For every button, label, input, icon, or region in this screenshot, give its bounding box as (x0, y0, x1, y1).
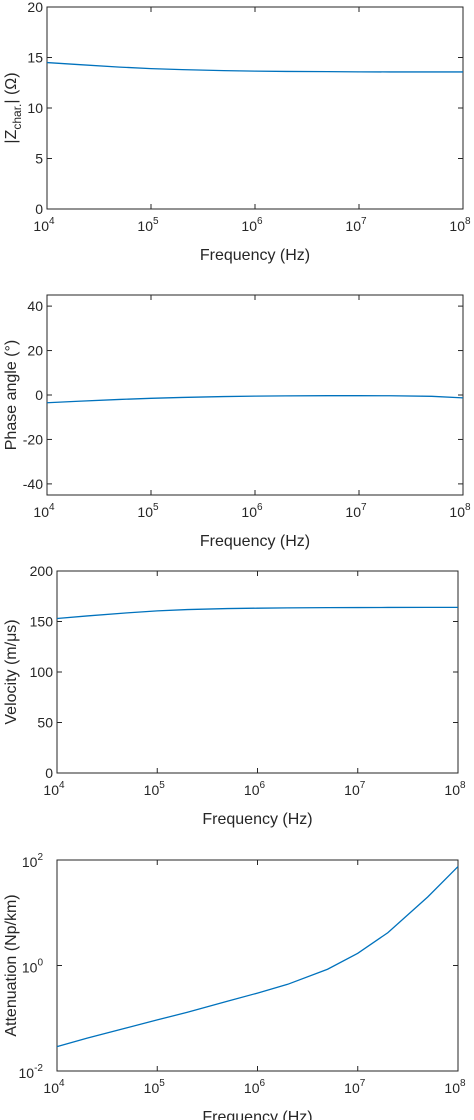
velocity-x-tick-label: 104 (43, 780, 65, 798)
velocity-y-tick-label: 100 (30, 664, 54, 680)
phase-y-tick-label: -40 (23, 476, 43, 492)
velocity-panel: 104 105 106 107 108 0 50 100 150 200 Frequency (H… (3, 563, 466, 828)
velocity-ticks: 104 105 106 107 108 0 50 100 150 200 (30, 563, 466, 798)
phase-x-tick-label: 106 (241, 502, 263, 520)
impedance-y-axis-label: |Zchar.| (Ω) (3, 72, 24, 143)
attenuation-x-tick-label: 105 (144, 1078, 166, 1096)
phase-y-tick-label: 40 (27, 298, 43, 314)
velocity-x-tick-label: 106 (244, 780, 266, 798)
attenuation-x-tick-label: 108 (444, 1078, 466, 1096)
impedance-y-label-tail: | (Ω) (3, 72, 20, 103)
phase-x-tick-label: 104 (33, 502, 55, 520)
velocity-x-axis-label: Frequency (Hz) (202, 811, 312, 828)
impedance-x-tick-label: 108 (449, 216, 471, 234)
impedance-y-tick-label: 15 (27, 50, 43, 66)
velocity-x-tick-label: 105 (144, 780, 166, 798)
velocity-x-tick-label: 107 (344, 780, 366, 798)
velocity-y-axis-label: Velocity (m/μs) (3, 619, 20, 724)
attenuation-y-tick-label: 102 (22, 852, 44, 870)
phase-ticks: 104 105 106 107 108 -40 -20 0 20 40 (23, 295, 471, 520)
attenuation-x-tick-label: 104 (43, 1078, 65, 1096)
phase-y-tick-label: 20 (27, 343, 43, 359)
attenuation-x-tick-label: 106 (244, 1078, 266, 1096)
phase-x-tick-label: 105 (137, 502, 159, 520)
impedance-x-axis-label: Frequency (Hz) (200, 247, 310, 264)
phase-y-axis-label: Phase angle (°) (3, 340, 20, 450)
phase-y-tick-label: -20 (23, 431, 43, 447)
impedance-y-label-main: |Z (3, 129, 20, 143)
phase-panel: 104 105 106 107 108 -40 -20 0 20 40 Frequency (Hz… (3, 294, 471, 550)
phase-x-axis-label: Frequency (Hz) (200, 533, 310, 550)
velocity-y-tick-label: 0 (45, 765, 53, 781)
impedance-plot-area (46, 6, 464, 210)
attenuation-plot-area (56, 859, 459, 1072)
velocity-series-line (56, 606, 458, 620)
attenuation-panel: 104 105 106 107 108 10-2 100 102 Frequency (Hz)… (3, 852, 466, 1120)
impedance-ticks: 104 105 106 107 108 0 5 10 15 20 (27, 0, 471, 234)
velocity-x-tick-label: 108 (444, 780, 466, 798)
velocity-y-tick-label: 150 (30, 614, 54, 630)
attenuation-series-line (56, 866, 459, 1048)
velocity-y-tick-label: 50 (37, 715, 53, 731)
phase-x-tick-label: 108 (449, 502, 471, 520)
attenuation-x-axis-label: Frequency (Hz) (202, 1109, 312, 1120)
impedance-panel: 104 105 106 107 108 0 5 10 15 20 Frequency (Hz) |… (3, 0, 471, 264)
impedance-x-tick-label: 107 (345, 216, 367, 234)
velocity-y-tick-label: 200 (30, 563, 54, 579)
attenuation-y-axis-label: Attenuation (Np/km) (3, 894, 20, 1036)
impedance-y-label-sub: char. (10, 104, 24, 130)
phase-series-line (46, 395, 464, 404)
attenuation-x-tick-label: 107 (344, 1078, 366, 1096)
attenuation-y-tick-label: 10-2 (19, 1063, 44, 1081)
velocity-plot-area (56, 570, 459, 774)
impedance-series-line (46, 61, 463, 73)
impedance-x-tick-label: 106 (241, 216, 263, 234)
impedance-y-tick-label: 10 (27, 100, 43, 116)
impedance-y-tick-label: 0 (35, 201, 43, 217)
phase-plot-area (46, 294, 464, 496)
attenuation-y-tick-label: 100 (22, 958, 44, 976)
phase-y-tick-label: 0 (35, 387, 43, 403)
impedance-x-tick-label: 104 (33, 216, 55, 234)
attenuation-ticks: 104 105 106 107 108 10-2 100 102 (19, 852, 466, 1096)
impedance-y-tick-label: 20 (27, 0, 43, 15)
impedance-x-tick-label: 105 (137, 216, 159, 234)
impedance-y-tick-label: 5 (35, 151, 43, 167)
phase-x-tick-label: 107 (345, 502, 367, 520)
